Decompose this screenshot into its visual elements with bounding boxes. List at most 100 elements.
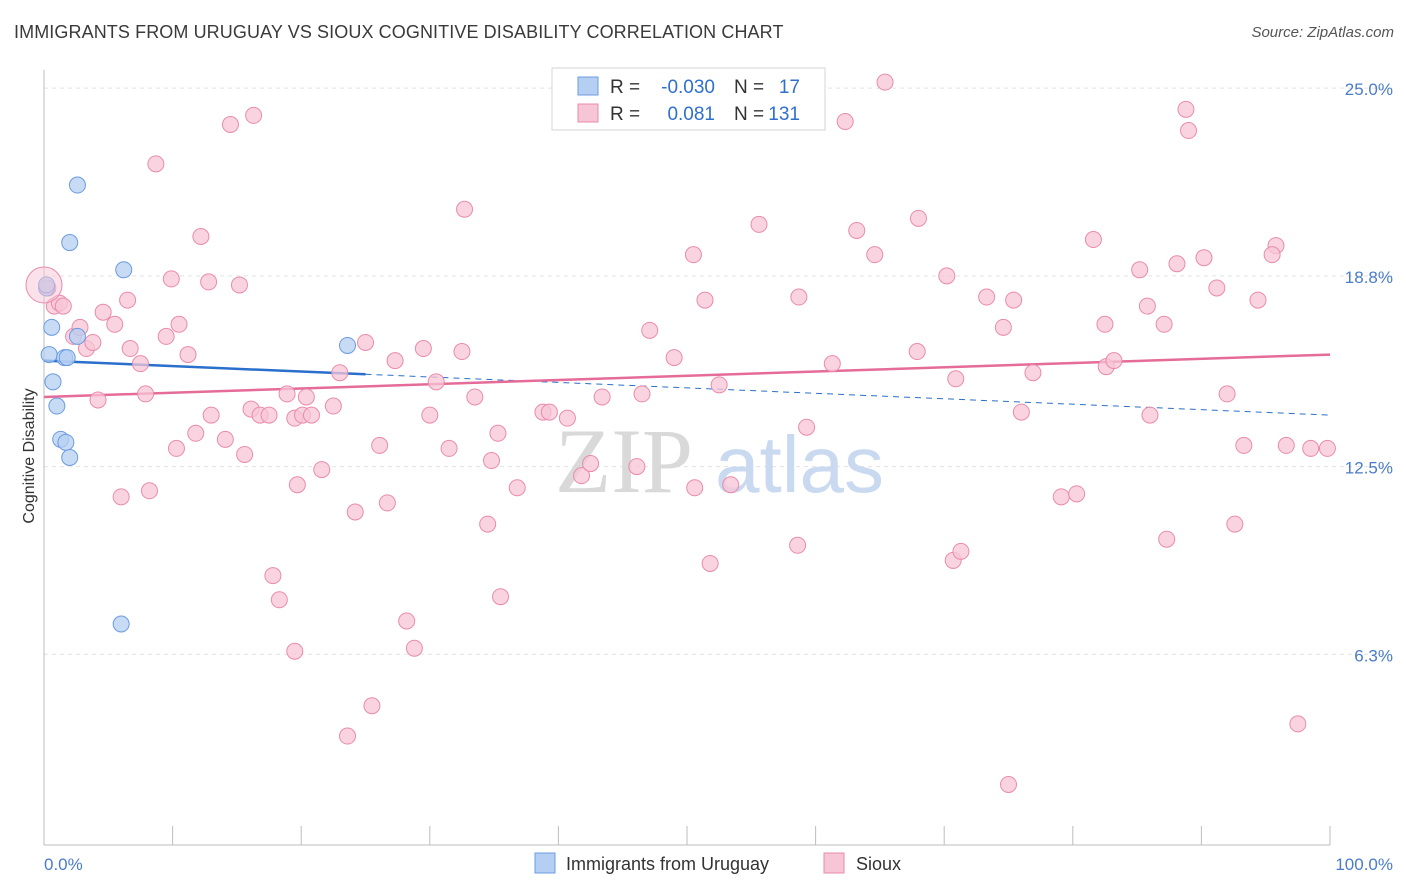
data-point-uruguay — [112, 615, 130, 633]
data-point-sioux — [1000, 775, 1017, 793]
legend-n-label-2: N = — [734, 104, 764, 125]
legend-n-label-1: N = — [734, 77, 764, 98]
data-point-sioux — [456, 200, 474, 218]
data-point-sioux — [112, 488, 130, 506]
data-point-sioux — [302, 406, 320, 424]
data-point-sioux — [540, 403, 558, 421]
data-point-sioux — [938, 267, 956, 285]
data-point-sioux — [593, 388, 611, 406]
data-point-sioux — [270, 591, 288, 609]
data-point-sioux — [1138, 297, 1156, 315]
data-point-sioux — [137, 385, 155, 403]
data-point-sioux — [628, 458, 646, 476]
data-point-sioux — [192, 228, 210, 246]
data-point-sioux — [686, 479, 704, 497]
data-point-sioux — [338, 727, 356, 745]
data-point-sioux — [398, 612, 416, 630]
data-point-sioux — [1155, 315, 1173, 333]
data-point-sioux — [696, 291, 714, 309]
data-point-sioux — [453, 343, 471, 361]
y-tick-label: 12.5% — [1345, 459, 1393, 478]
data-point-sioux — [1096, 315, 1114, 333]
data-point-sioux — [665, 349, 683, 367]
y-tick-label: 25.0% — [1345, 80, 1393, 99]
data-point-sioux — [1235, 436, 1253, 454]
data-point-sioux — [866, 246, 884, 264]
data-point-sioux — [245, 106, 263, 124]
data-point-sioux — [324, 397, 342, 415]
data-point-sioux — [1289, 715, 1307, 733]
legend-r-value-2: 0.081 — [667, 104, 715, 125]
data-point-sioux — [331, 364, 349, 382]
data-point-sioux — [297, 388, 315, 406]
chart-title: IMMIGRANTS FROM URUGUAY VS SIOUX COGNITI… — [14, 22, 784, 42]
tick-labels: 6.3% 12.5% 18.8% 25.0% 0.0% 100.0% — [44, 80, 1393, 874]
data-point-sioux — [848, 221, 866, 239]
data-point-sioux — [876, 73, 894, 91]
data-point-sioux — [1005, 291, 1023, 309]
data-point-sioux — [260, 406, 278, 424]
data-point-sioux — [286, 642, 304, 660]
data-point-sioux — [1226, 515, 1244, 533]
data-point-sioux — [131, 355, 149, 373]
data-point-sioux — [710, 376, 728, 394]
data-point-sioux — [789, 536, 807, 554]
watermark-atlas: atlas — [715, 420, 884, 509]
data-point-sioux — [414, 340, 432, 358]
data-point-sioux — [1131, 261, 1149, 279]
data-point-sioux — [1218, 385, 1236, 403]
data-point-sioux — [952, 542, 970, 560]
legend-n-value-2: 131 — [768, 104, 800, 125]
data-point-sioux — [1263, 246, 1281, 264]
data-point-uruguay — [61, 234, 79, 252]
data-point-sioux — [179, 346, 197, 364]
data-point-sioux — [750, 215, 768, 233]
data-point-sioux — [1277, 436, 1295, 454]
data-point-sioux — [371, 436, 389, 454]
data-point-sioux — [978, 288, 996, 306]
data-point-sioux — [1105, 352, 1123, 370]
data-point-sioux — [54, 297, 72, 315]
data-point-sioux — [558, 409, 576, 427]
data-point-sioux — [790, 288, 808, 306]
data-point-sioux — [140, 482, 158, 500]
bottom-legend-label-uruguay: Immigrants from Uruguay — [566, 854, 769, 874]
bottom-legend-swatch-sioux — [823, 852, 845, 874]
data-point-uruguay — [61, 449, 79, 466]
data-point-uruguay — [115, 261, 133, 279]
data-point-sioux — [230, 276, 248, 294]
data-point-sioux — [147, 155, 165, 173]
data-point-uruguay — [58, 349, 76, 367]
y-axis-label: Cognitive Disability — [21, 388, 38, 523]
data-point-sioux — [508, 479, 526, 497]
data-point-sioux — [633, 385, 651, 403]
data-point-uruguay — [338, 336, 356, 354]
data-point-sioux — [701, 554, 719, 572]
watermark-zip: ZIP — [555, 410, 693, 512]
data-point-sioux — [1084, 231, 1102, 249]
data-point-sioux — [216, 430, 234, 448]
trend-lines — [43, 353, 1331, 416]
trend-line-dashed-uruguay — [365, 373, 1331, 416]
data-points — [25, 73, 1336, 793]
data-point-sioux — [200, 273, 218, 291]
data-point-sioux — [121, 340, 139, 358]
data-point-sioux — [346, 503, 364, 521]
bottom-legend-swatch-uruguay — [534, 852, 556, 874]
data-point-sioux — [89, 391, 107, 409]
data-point-sioux — [479, 515, 497, 533]
x-tick-label: 100.0% — [1335, 855, 1393, 874]
data-point-sioux — [908, 343, 926, 361]
data-point-sioux — [836, 112, 854, 130]
data-point-sioux — [378, 494, 396, 512]
data-point-sioux — [170, 315, 188, 333]
data-point-sioux — [221, 115, 239, 133]
data-point-uruguay — [57, 433, 75, 451]
data-point-sioux — [357, 333, 374, 351]
data-point-sioux — [421, 406, 439, 424]
data-point-sioux — [641, 321, 659, 339]
data-point-sioux — [278, 385, 296, 403]
data-point-sioux — [582, 455, 600, 473]
data-point-sioux — [202, 406, 220, 424]
